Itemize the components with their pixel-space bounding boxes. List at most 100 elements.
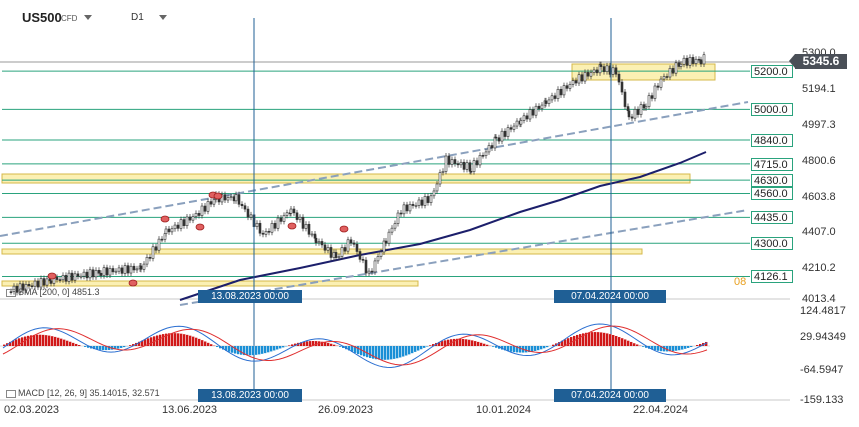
macd-settings-icon[interactable] [6,390,16,398]
candle-body [614,67,618,75]
macd-histogram-bar [579,334,582,346]
candle-body [114,270,118,273]
candle-body [167,228,171,233]
macd-histogram-bar [411,346,414,354]
macd-histogram-bar [147,338,150,346]
candle-body [522,115,526,121]
candle-body [592,69,596,73]
candle-body [12,285,16,292]
macd-indicator-label[interactable]: MACD [12, 26, 9] 35.14015, 32.571 [18,388,160,398]
sma-indicator-label[interactable]: SMA [200, 0] 4851.3 [18,287,100,297]
candle-body [469,170,473,173]
macd-histogram-bar [9,341,12,346]
candle-body [503,130,507,137]
macd-histogram-bar [342,346,345,349]
candle-body [18,283,22,293]
price-axis-label: 4800.6 [802,155,836,167]
macd-histogram-bar [480,342,483,346]
macd-histogram-bar [441,341,444,346]
candle-body [188,216,192,221]
candle-body [361,259,365,261]
macd-histogram-bar [546,346,549,348]
macd-histogram-bar [171,333,174,346]
crosshair-date-tag-main-1: 13.08.2023 00:00 [198,290,302,303]
macd-histogram-bar [534,346,537,351]
candle-body [405,204,409,212]
macd-histogram-bar [222,346,225,350]
candle-body [267,230,271,233]
candle-body [249,214,253,218]
x-axis-label-2: 13.06.2023 [162,404,218,416]
macd-histogram-bar [75,343,78,346]
signal-marker [195,223,205,231]
level-badge-4840.0: 4840.0 [751,133,793,147]
candle-body [450,159,454,165]
candle-body [151,246,155,259]
candle-body [633,109,637,119]
macd-histogram-bar [681,346,684,350]
channel-upper-line [0,101,749,237]
candle-body [379,251,383,257]
candle-body [73,273,77,281]
macd-histogram-bar [348,346,351,351]
candle-body [173,224,177,230]
macd-histogram-bar [270,346,273,352]
candle-body [620,81,624,93]
macd-histogram-bar [15,339,18,346]
macd-histogram-bar [615,335,618,346]
candle-body [647,95,651,107]
candle-body [630,116,634,119]
candle-body [512,125,516,130]
macd-histogram-bar [249,346,252,356]
macd-histogram-bar [444,340,447,346]
candle-body [91,269,95,278]
macd-histogram-bar [99,346,102,350]
sma-settings-icon[interactable] [6,289,16,297]
macd-histogram-bar [288,345,291,346]
crosshair-date-tag-macd-2: 07.04.2024 00:00 [554,389,666,402]
macd-histogram-bar [492,346,495,347]
candle-body [423,196,427,206]
candle-body [276,217,280,229]
macd-histogram-bar [180,333,183,346]
signal-marker [213,192,223,200]
macd-histogram-bar [465,339,468,346]
symbol-type-label: CFD [61,14,78,23]
candle-body [120,267,124,274]
candle-body [702,54,706,65]
candle-body [314,237,318,244]
candle-body [636,109,640,115]
macd-histogram-bar [354,346,357,353]
level-badge-4435.0: 4435.0 [751,211,793,225]
symbol-dropdown-icon[interactable] [84,15,92,20]
macd-histogram-bar [189,335,192,346]
candle-body [145,256,149,265]
macd-histogram-bar [672,346,675,352]
candle-body [411,204,415,206]
timeframe-dropdown-icon[interactable] [159,15,167,20]
candle-body [191,216,195,221]
candle-body [346,239,350,252]
candle-body [438,172,442,185]
candle-body [414,205,418,207]
x-axis-label-4: 10.01.2024 [476,404,532,416]
candle-body [343,247,347,252]
macd-histogram-bar [375,346,378,360]
candle-body [559,88,563,96]
timeframe-label[interactable]: D1 [131,12,144,23]
candle-body [528,109,532,120]
macd-histogram-bar [420,346,423,350]
macd-histogram-bar [87,346,90,348]
macd-histogram-bar [201,340,204,346]
macd-histogram-bar [138,341,141,346]
macd-histogram-bar [27,335,30,346]
macd-histogram-bar [231,346,234,353]
symbol-label[interactable]: US500 [22,10,62,25]
macd-histogram-bar [699,343,702,346]
macd-histogram-bar [258,346,261,355]
macd-histogram-bar [303,341,306,346]
macd-histogram-bar [471,340,474,346]
candle-body [519,120,523,125]
macd-histogram-bar [384,346,387,360]
